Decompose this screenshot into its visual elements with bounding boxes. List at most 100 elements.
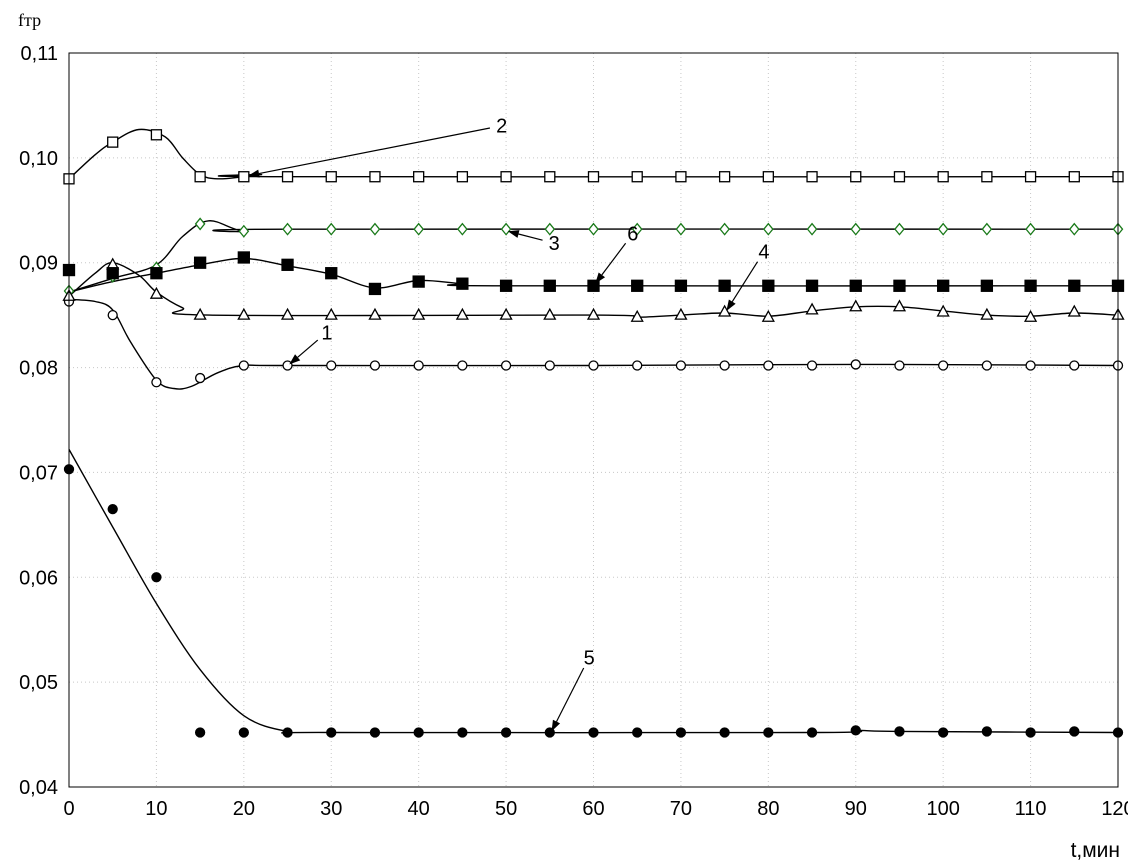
series-4-point (761, 309, 775, 322)
series-2-point (587, 171, 600, 183)
series-3-point (413, 222, 425, 236)
series-6-point (150, 267, 163, 280)
series-5-point (238, 727, 249, 738)
series-4-point (936, 304, 950, 317)
series-1-line (68, 298, 1119, 390)
series-3-point (1068, 222, 1080, 236)
series-1-point (894, 360, 905, 371)
series-6-point (937, 279, 950, 292)
series-4-point (499, 307, 513, 320)
arrow-line (297, 339, 319, 358)
series-5-point (413, 727, 424, 738)
series-6-point (1024, 279, 1037, 292)
series-6-point (805, 279, 819, 292)
series-3-point (719, 222, 730, 236)
series-4-point (1067, 304, 1081, 317)
series-2-point (1068, 171, 1080, 183)
y-tick-label: 0,05 (19, 672, 58, 694)
series-5-point (763, 727, 774, 738)
series-5-point (282, 727, 293, 738)
series-6-point (281, 258, 294, 271)
x-tick-label: 80 (757, 798, 779, 820)
arrowhead (726, 299, 736, 311)
y-axis-title: fтр (18, 10, 41, 30)
series-2-point (718, 171, 731, 183)
y-tick-label: 0,10 (19, 148, 58, 170)
series-2-point (456, 171, 469, 183)
series-2-point (806, 171, 818, 183)
arrowhead (595, 272, 606, 284)
series-2-point (981, 171, 993, 183)
curve-label-3: 3 (549, 233, 560, 255)
series-5-point (719, 727, 730, 738)
series-6-point (193, 256, 207, 269)
series-2-line (68, 128, 1119, 180)
series-6-point (980, 279, 994, 292)
series-6-point (718, 279, 731, 292)
arrow-line (518, 233, 543, 241)
series-3-point (631, 222, 643, 236)
series-3-point (325, 222, 337, 236)
series-5-point (894, 726, 905, 737)
series-4-line (68, 261, 1119, 318)
series-3-point (762, 222, 774, 236)
curve-label-6: 6 (627, 224, 638, 246)
series-markers (62, 129, 1125, 738)
series-4-point (586, 307, 601, 320)
series-4-point (718, 304, 732, 317)
series-3-point (588, 222, 599, 236)
series-1-point (588, 360, 599, 371)
series-2-point (369, 171, 381, 183)
series-curves (68, 128, 1119, 734)
series-1-point (238, 360, 249, 371)
series-6-point (456, 277, 469, 290)
curve-label-1: 1 (321, 322, 332, 344)
series-3-point (1025, 222, 1036, 236)
series-4-point (805, 302, 819, 315)
series-5-point (194, 727, 206, 738)
x-tick-label: 50 (495, 798, 517, 820)
series-1-point (1025, 360, 1036, 371)
series-5-point (981, 726, 993, 737)
x-tick-label: 120 (1101, 798, 1128, 820)
series-6-line (68, 257, 1119, 293)
series-4-point (674, 307, 688, 320)
series-6-point (1068, 279, 1081, 292)
series-1-point (632, 360, 643, 371)
series-6-point (893, 279, 906, 292)
series-5-point (675, 727, 687, 738)
series-4-point (149, 286, 164, 299)
series-5-point (500, 727, 512, 738)
y-tick-label: 0,09 (19, 253, 58, 275)
series-3-point (238, 224, 250, 238)
series-3-point (894, 222, 905, 236)
series-2-point (850, 171, 862, 183)
arrow-line (731, 261, 759, 302)
series-3-point (194, 217, 206, 231)
series-4-point (324, 307, 338, 320)
series-5-point (806, 727, 818, 738)
x-axis-title: t,мин (1071, 839, 1120, 862)
series-1-point (763, 360, 774, 371)
y-tick-label: 0,07 (19, 462, 58, 484)
y-tick-label: 0,11 (21, 43, 58, 65)
series-6-point (237, 251, 250, 264)
series-2-point (325, 171, 337, 183)
series-1-point (806, 360, 818, 371)
series-1-point (719, 360, 730, 371)
series-3-point (544, 222, 556, 236)
x-tick-label: 0 (63, 798, 74, 820)
series-5-point (326, 727, 337, 738)
annotations: 2 3 6 4 1 5 (248, 116, 770, 732)
series-4-point (543, 307, 557, 320)
series-5-point (1025, 727, 1036, 738)
series-6-point (849, 279, 862, 292)
arrowhead (551, 719, 561, 732)
x-tick-label: 60 (582, 798, 604, 820)
series-3-point (457, 222, 468, 236)
series-6-point (106, 267, 119, 280)
series-1-point (544, 360, 555, 371)
series-1-point (194, 372, 206, 384)
series-6-point (412, 275, 425, 288)
series-1-point (981, 360, 993, 371)
